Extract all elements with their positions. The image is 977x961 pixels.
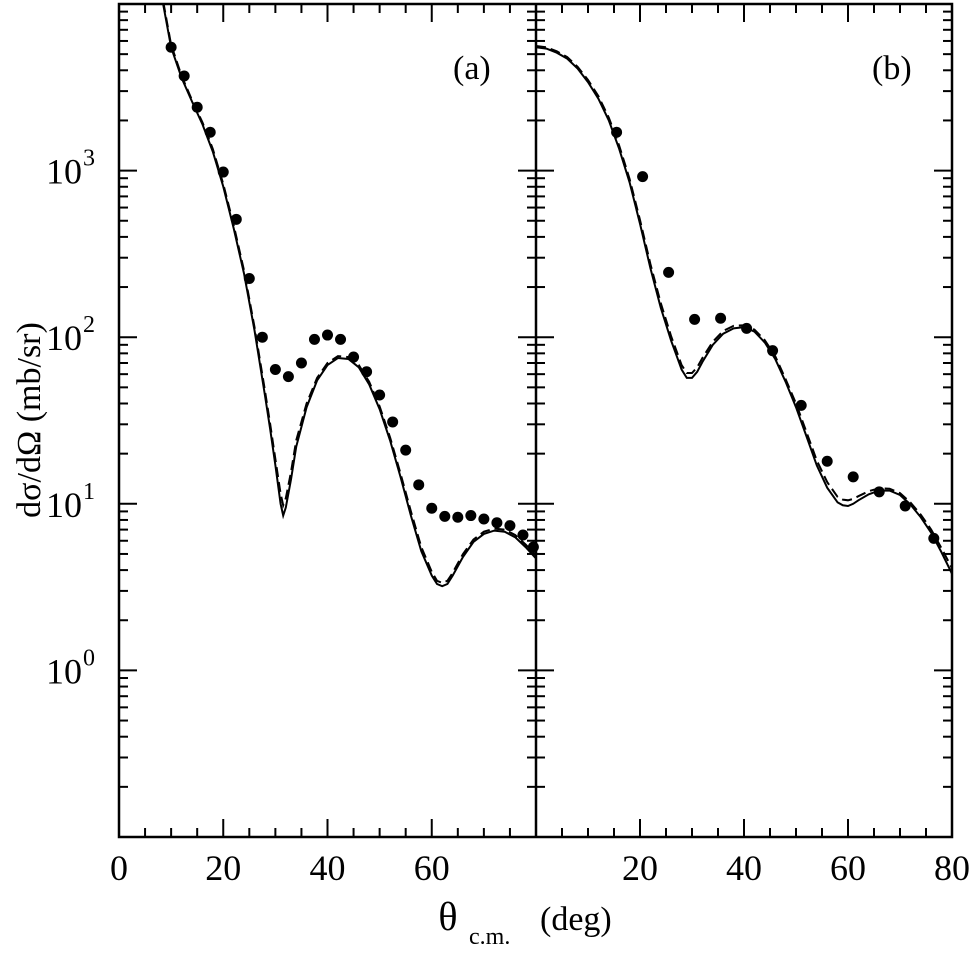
x-axis-label-unit: (deg) <box>540 901 612 938</box>
x-tick-label-b: 80 <box>934 848 970 888</box>
data-point-b <box>767 345 779 357</box>
y-tick-label: 10 1 <box>46 479 95 525</box>
y-tick-label: 10 0 <box>46 645 95 691</box>
y-tick-label: 10 2 <box>46 312 95 358</box>
data-point-a <box>517 529 529 541</box>
plot-frame <box>117 2 954 839</box>
panel-b: 20 40 60 80 <box>535 4 970 888</box>
data-point-b <box>689 313 701 325</box>
data-point-a <box>452 511 464 523</box>
y-tick-label-exp: 1 <box>83 479 95 505</box>
solid-curve-b <box>536 46 952 575</box>
data-point-a <box>491 517 503 529</box>
data-point-a <box>308 333 320 345</box>
data-point-a <box>269 363 281 375</box>
data-point-b <box>821 455 833 467</box>
x-tick-label-b: 40 <box>726 848 762 888</box>
x-tick-label-a: 0 <box>110 848 128 888</box>
y-tick-label-base: 10 <box>46 651 82 691</box>
data-point-a <box>465 510 477 522</box>
y-tick-label-base: 10 <box>46 318 82 358</box>
data-point-a <box>413 479 425 491</box>
y-tick-label-base: 10 <box>46 152 82 192</box>
y-tick-label-exp: 3 <box>83 146 95 172</box>
data-point-a <box>426 502 438 514</box>
x-tick-label-a: 40 <box>310 848 346 888</box>
dashed-curve-b <box>536 45 952 569</box>
solid-curve-a <box>162 4 536 588</box>
data-point-a <box>400 444 412 456</box>
data-point-b <box>715 312 727 324</box>
data-point-a <box>295 357 307 369</box>
y-tick-label-base: 10 <box>46 485 82 525</box>
data-point-b <box>847 471 859 483</box>
data-point-b <box>663 266 675 278</box>
data-point-a <box>256 331 268 343</box>
x-axis-label-main: θ <box>438 894 457 939</box>
x-axis-label-sub: c.m. <box>469 924 510 950</box>
dashed-curve-a <box>162 4 536 584</box>
data-point-b <box>637 171 649 183</box>
data-point-a <box>387 416 399 428</box>
x-tick-label-b: 60 <box>830 848 866 888</box>
y-axis-label: dσ/dΩ (mb/sr) <box>11 322 48 518</box>
panel-a-label: (a) <box>453 50 491 87</box>
x-axis-label: θ c.m. (deg) <box>438 894 611 950</box>
y-tick-label-exp: 0 <box>83 645 95 671</box>
panel-b-label: (b) <box>872 50 912 87</box>
data-point-a <box>322 329 333 341</box>
data-point-a <box>439 510 451 522</box>
y-tick-label: 10 3 <box>46 146 95 192</box>
x-tick-label-a: 60 <box>414 848 450 888</box>
x-tick-label-a: 20 <box>205 848 241 888</box>
y-tick-label-exp: 2 <box>83 312 95 338</box>
data-point-a <box>478 513 490 525</box>
data-point-a <box>335 333 347 345</box>
data-point-a <box>282 371 294 383</box>
data-point-a <box>504 520 516 532</box>
x-tick-label-b: 20 <box>622 848 658 888</box>
